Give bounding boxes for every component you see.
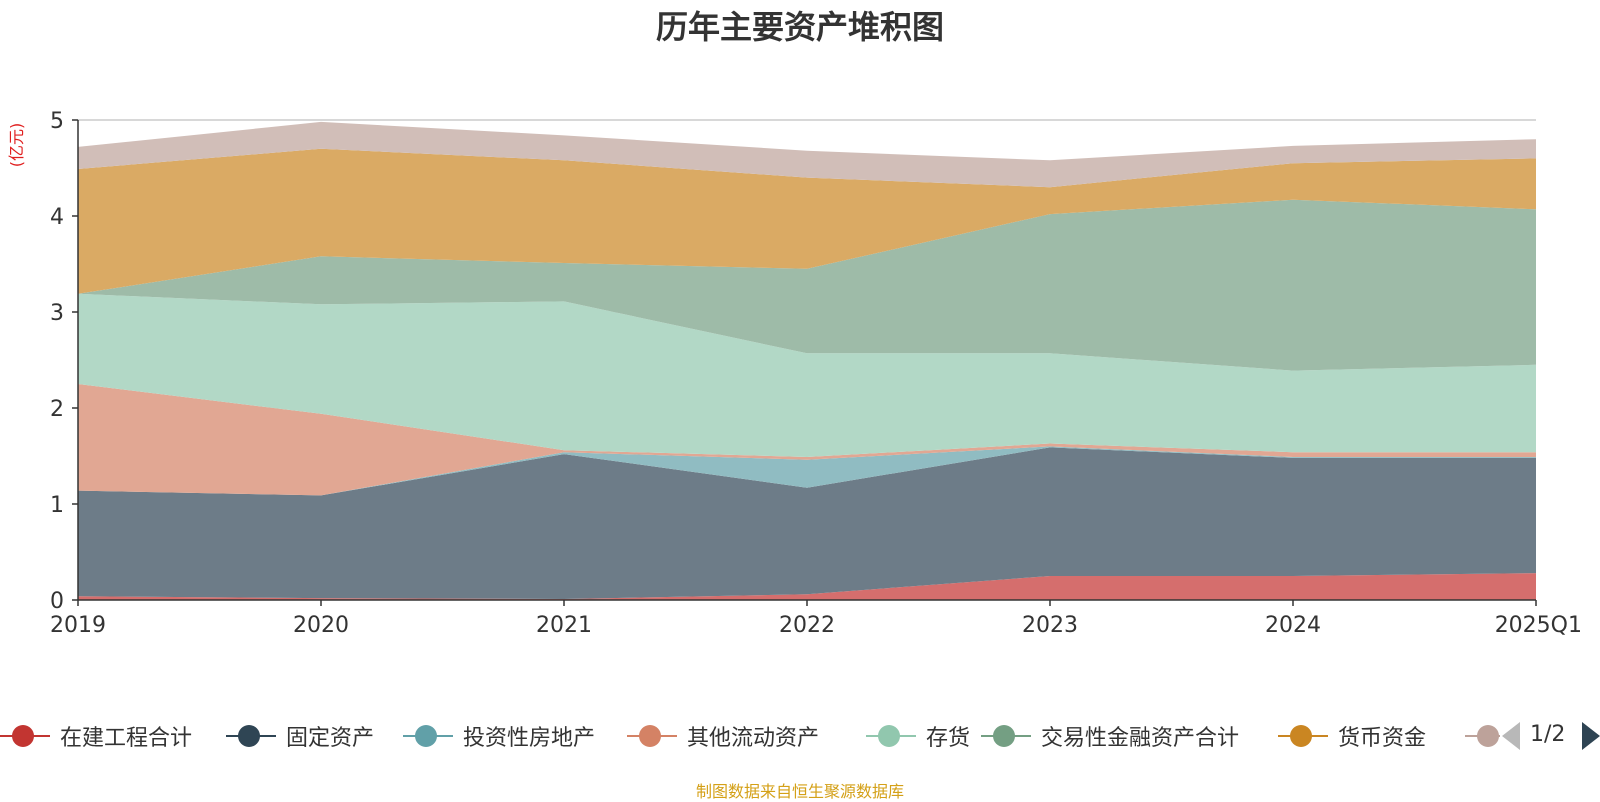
stacked-areas <box>78 121 1536 600</box>
legend-label: 其他流动资产 <box>687 726 820 751</box>
legend-page-indicator: 1/2 <box>1530 722 1566 747</box>
legend-marker-icon <box>866 718 916 754</box>
legend-item[interactable]: 交易性金融资产合计 <box>981 718 1239 754</box>
legend-dot-icon <box>415 725 437 747</box>
area-series-2 <box>78 447 1536 599</box>
legend-dot-icon <box>12 725 34 747</box>
legend-label: 存货 <box>926 726 971 751</box>
y-tick-label: 5 <box>50 109 64 134</box>
legend-dot-icon <box>238 725 260 747</box>
legend-item[interactable]: 存货 <box>866 718 970 754</box>
x-tick-label: 2021 <box>536 613 592 638</box>
x-tick-label: 2022 <box>779 613 835 638</box>
axes: 0 1 2 3 4 5 2019 2020 2021 2022 2023 2024 2025Q1 <box>50 109 1582 638</box>
legend-prev-page-icon[interactable] <box>1502 722 1520 750</box>
legend-next-page-icon[interactable] <box>1582 722 1600 750</box>
chart-title: 历年主要资产堆积图 <box>655 8 944 46</box>
legend: 在建工程合计 固定资产 投资性房地产 其他流动资产 存货 交易性金融资产合计 货币资金 <box>0 718 1600 754</box>
area-series-8 <box>78 121 1536 188</box>
legend-label: 投资性房地产 <box>463 726 596 751</box>
y-axis-unit-label: (亿元) <box>7 123 26 168</box>
legend-item[interactable]: 货币资金 <box>1278 718 1426 754</box>
legend-marker-icon <box>1278 718 1328 754</box>
x-tick-label: 2023 <box>1022 613 1078 638</box>
legend-item[interactable] <box>1465 718 1515 754</box>
legend-item[interactable]: 固定资产 <box>226 718 374 754</box>
legend-label: 交易性金融资产合计 <box>1041 726 1240 751</box>
legend-dot-icon <box>993 725 1015 747</box>
x-tick-label: 2024 <box>1265 613 1321 638</box>
legend-marker-icon <box>627 718 677 754</box>
legend-marker-icon <box>403 718 453 754</box>
x-tick-label: 2025Q1 <box>1495 613 1582 638</box>
legend-marker-icon <box>226 718 276 754</box>
legend-item[interactable]: 其他流动资产 <box>627 718 819 754</box>
data-source-note: 制图数据来自恒生聚源数据库 <box>695 782 904 801</box>
legend-marker-icon <box>981 718 1031 754</box>
legend-marker-icon <box>1465 718 1515 754</box>
y-tick-label: 4 <box>50 205 64 230</box>
legend-item[interactable]: 在建工程合计 <box>0 718 192 754</box>
legend-dot-icon <box>878 725 900 747</box>
area-series-1 <box>78 573 1536 600</box>
area-series-6 <box>78 199 1536 371</box>
area-series-4 <box>78 384 1536 496</box>
legend-label: 固定资产 <box>286 726 375 751</box>
legend-dot-icon <box>1477 725 1499 747</box>
y-tick-label: 0 <box>50 589 64 614</box>
legend-pager: 1/2 <box>1500 718 1600 754</box>
area-series-3 <box>78 446 1536 496</box>
legend-label: 货币资金 <box>1338 726 1427 751</box>
y-tick-label: 2 <box>50 397 64 422</box>
legend-dot-icon <box>639 725 661 747</box>
x-tick-label: 2020 <box>293 613 349 638</box>
y-tick-label: 3 <box>50 301 64 326</box>
area-series-5 <box>78 293 1536 457</box>
area-series-7 <box>78 148 1536 294</box>
legend-marker-icon <box>0 718 50 754</box>
legend-label: 在建工程合计 <box>60 726 193 751</box>
y-tick-label: 1 <box>50 493 64 518</box>
legend-item[interactable]: 投资性房地产 <box>403 718 595 754</box>
x-tick-label: 2019 <box>50 613 106 638</box>
legend-dot-icon <box>1290 725 1312 747</box>
